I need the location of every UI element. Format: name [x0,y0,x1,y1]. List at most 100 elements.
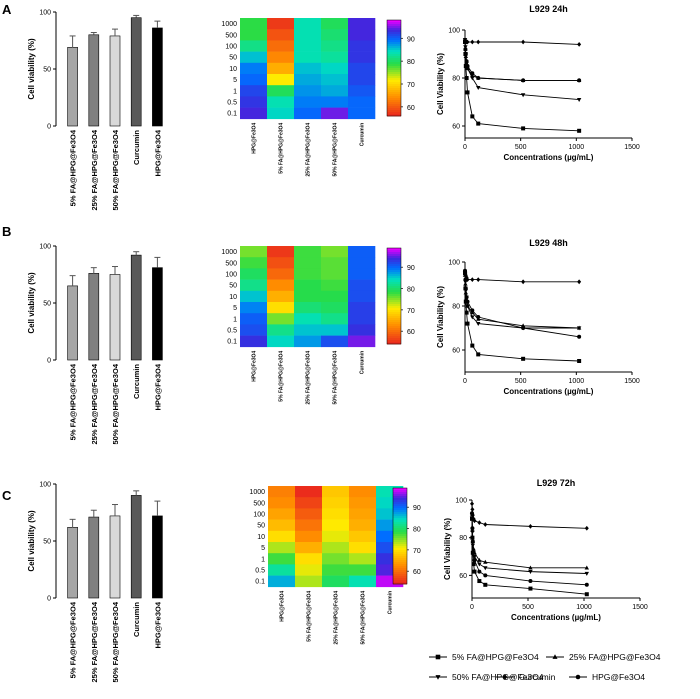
colorbar-segment [393,578,407,581]
colorbar-segment [387,70,401,73]
heatmap-cell [349,542,377,554]
colorbar-frame [386,247,402,345]
heatmap-cell [376,497,404,509]
colorbar-segment [387,44,401,47]
heatmap-cell [268,486,296,498]
heatmap-cell [267,290,295,303]
colorbar-segment [393,532,407,535]
colorbar-segment [393,520,407,523]
bar [67,527,78,599]
heatmap-cell [321,29,349,41]
colorbar-segment [387,330,401,333]
data-point [528,565,533,570]
bar-category-label: Curcumin [132,602,141,637]
line-y-tick-label: 80 [459,535,467,542]
colorbar-segment [393,504,407,507]
colorbar-tick-label: 90 [407,36,415,43]
colorbar-segment [387,328,401,331]
colorbar-segment [387,262,401,265]
heatmap-cell [295,530,323,543]
panel-label-b: B [2,224,11,239]
line-x-tick-label: 0 [463,144,467,151]
series-line [471,513,587,586]
heatmap-column-label: 50% FA@HPG@Fe3O4 [333,123,339,177]
colorbar-segment [387,336,401,339]
line-x-tick-label: 1000 [576,604,592,611]
heatmap-cell [294,335,322,348]
data-point [470,501,475,507]
heatmap-cell [321,302,349,314]
colorbar-segment [393,490,407,493]
heatmap-row-label: 0.5 [227,328,237,335]
heatmap-row-label: 5 [261,545,265,552]
colorbar-segment [387,64,401,67]
heatmap-cell [240,62,268,75]
bar [109,35,121,127]
heatmap-cell [348,96,376,108]
heatmap-column-label: HPG@Fe3O4 [252,351,258,382]
colorbar-segment [393,496,407,499]
line-x-axis-label: Concentrations (µg/mL) [504,153,594,162]
data-point [470,277,475,282]
line-chart-title: L929 48h [529,238,568,248]
colorbar-segment [393,524,407,527]
heatmap-cell [322,530,350,543]
bar-y-axis-label: Cell viability (%) [27,38,36,100]
heatmap-row-label: 100 [225,44,237,51]
colorbar-segment [393,536,407,539]
colorbar-segment [387,84,401,87]
colorbar-segment [387,82,401,85]
heatmap-cell [321,74,349,86]
data-point [483,566,488,571]
data-point [470,308,475,313]
colorbar-tick-label: 60 [413,569,421,576]
data-point [470,39,475,45]
heatmap-cell [267,279,295,292]
heatmap-cell [349,486,377,498]
series-line [471,503,587,529]
line-y-tick-label: 100 [448,260,460,267]
heatmap-cell [321,18,349,30]
heatmap-cell [294,29,322,41]
heatmap-cell [268,575,296,588]
bar-chart-a: 0 50 100 Cell viability (%) 5% FA@HPG@Fe3O4 2… [27,10,163,211]
line-chart-title: L929 24h [529,4,568,14]
colorbar-segment [387,30,401,33]
colorbar-segment [393,518,407,521]
heatmap-cell [240,313,268,325]
data-point [584,592,589,597]
heatmap-cell [348,18,376,30]
heatmap-cell [376,508,404,520]
line-x-axis-label: Concentrations (µg/mL) [511,613,601,622]
colorbar-segment [393,582,407,585]
colorbar-segment [393,516,407,519]
line-x-tick-label: 1500 [624,378,640,385]
colorbar-segment [393,550,407,553]
heatmap-row-label: 1000 [221,249,237,256]
heatmap-row-label: 0.1 [255,579,265,586]
colorbar-segment [387,256,401,259]
colorbar-tick-label: 90 [413,505,421,512]
colorbar-segment [387,342,401,345]
colorbar-segment [393,542,407,545]
heatmap-cell [240,290,268,303]
data-point [521,39,526,45]
heatmap-row-label: 0.1 [227,111,237,118]
heatmap-cell [321,62,349,75]
data-point [528,570,533,575]
bar [130,495,142,599]
data-point [476,39,481,45]
line-y-tick-label: 80 [452,304,460,311]
colorbar-segment [387,282,401,285]
heatmap-cell [348,74,376,86]
data-point [521,326,526,330]
colorbar-segment [393,506,407,509]
data-point [465,304,470,309]
colorbar-segment [387,294,401,297]
heatmap-column-label: 5% FA@HPG@Fe3O4 [279,351,285,402]
line-y-tick-label: 60 [452,348,460,355]
colorbar-tick-label: 80 [413,527,421,534]
data-point [477,579,482,584]
heatmap-row-label: 10 [229,66,237,73]
colorbar-segment [387,334,401,337]
